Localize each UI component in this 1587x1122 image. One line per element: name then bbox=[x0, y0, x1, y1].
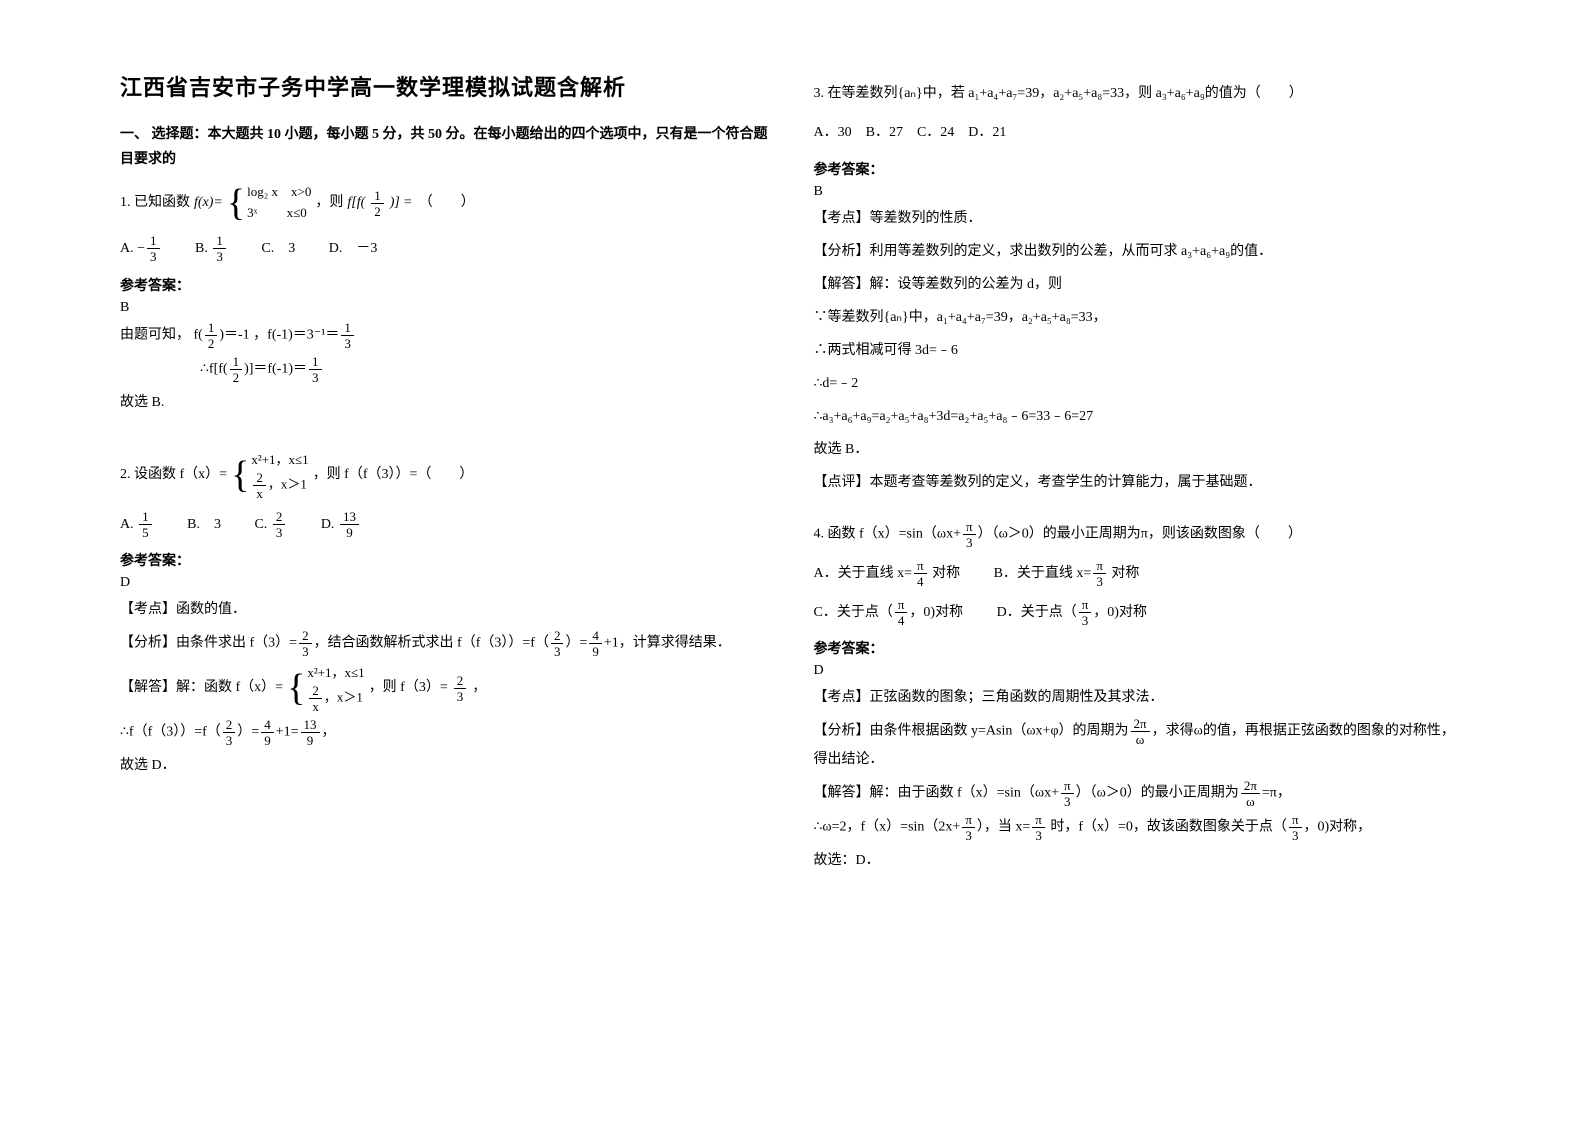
q2-options: A. 15 B. 3 C. 23 D. 139 bbox=[120, 510, 774, 541]
page-title: 江西省吉安市子务中学高一数学理模拟试题含解析 bbox=[120, 70, 774, 102]
q1-ff: f[f( bbox=[347, 189, 365, 217]
q1-answer-label: 参考答案： bbox=[120, 275, 774, 295]
q3-jieda-1: 【解答】解：设等差数列的公差为 d，则 bbox=[814, 271, 1468, 299]
q4-kaodian: 【考点】正弦函数的图象；三角函数的周期性及其求法． bbox=[814, 684, 1468, 712]
q4-options: A．关于直线 x=π4 对称 B．关于直线 x=π3 对称 C．关于点（π4，0… bbox=[814, 559, 1468, 629]
q1-expl-2: ∴f[f(12)]＝f(-1)＝13 bbox=[120, 355, 774, 384]
q3-kaodian: 【考点】等差数列的性质． bbox=[814, 205, 1468, 233]
question-4: 4. 函数 f（x）=sin（ωx+π3）（ω＞0）的最小正周期为π，则该函数图… bbox=[814, 520, 1468, 549]
q2-conclusion: 故选 D． bbox=[120, 752, 774, 780]
q3-answer: B bbox=[814, 184, 1468, 200]
q1-options: A. −13 B. 13 C. 3 D. －3 bbox=[120, 234, 774, 265]
q2-fenxi: 【分析】由条件求出 f（3）=23，结合函数解析式求出 f（f（3））=f（23… bbox=[120, 629, 774, 658]
q2-answer-label: 参考答案： bbox=[120, 550, 774, 570]
q3-jieda-5: ∴a₃+a₆+a₉=a₂+a₅+a₈+3d=a₂+a₅+a₈﹣6=33﹣6=27 bbox=[814, 403, 1468, 431]
q3-fenxi: 【分析】利用等差数列的定义，求出数列的公差，从而可求 a₃+a₆+a₉的值． bbox=[814, 238, 1468, 266]
q1-conclusion: 故选 B. bbox=[120, 389, 774, 417]
q1-answer: B bbox=[120, 300, 774, 316]
q4-jieda-1: 【解答】解：由于函数 f（x）=sin（ωx+π3）（ω＞0）的最小正周期为2π… bbox=[814, 779, 1468, 808]
q2-kaodian: 【考点】函数的值． bbox=[120, 596, 774, 624]
left-column: 江西省吉安市子务中学高一数学理模拟试题含解析 一、 选择题：本大题共 10 小题… bbox=[100, 70, 794, 1092]
section-1-header: 一、 选择题：本大题共 10 小题，每小题 5 分，共 50 分。在每小题给出的… bbox=[120, 122, 774, 172]
q4-fenxi: 【分析】由条件根据函数 y=Asin（ωx+φ）的周期为2πω，求得ω的值，再根… bbox=[814, 717, 1468, 774]
q3-jieda-4: ∴d=﹣2 bbox=[814, 370, 1468, 398]
q4-answer-label: 参考答案： bbox=[814, 638, 1468, 658]
q4-answer: D bbox=[814, 663, 1468, 679]
q2-piecewise: { x²+1，x≤1 2x，x＞1 bbox=[231, 450, 309, 500]
question-2: 2. 设函数 f（x）= { x²+1，x≤1 2x，x＞1 ，则 f（f（3）… bbox=[120, 450, 774, 500]
q1-expl-1: 由题可知， f(12)＝-1 ，f(-1)＝3⁻¹＝13 bbox=[120, 321, 774, 350]
q3-answer-label: 参考答案： bbox=[814, 159, 1468, 179]
q2-jieda-1: 【解答】解：函数 f（x）= { x²+1，x≤1 2x，x＞1 ，则 f（3）… bbox=[120, 663, 774, 713]
q1-prefix: 1. 已知函数 bbox=[120, 189, 190, 217]
q2-jieda-2: ∴f（f（3））=f（23）=49+1=139， bbox=[120, 718, 774, 747]
q1-fx: f(x)= bbox=[194, 189, 223, 217]
q3-options: A．30 B．27 C．24 D．21 bbox=[814, 118, 1468, 149]
q3-jieda-3: ∴两式相减可得 3d=﹣6 bbox=[814, 337, 1468, 365]
q4-conclusion: 故选：D． bbox=[814, 847, 1468, 875]
q4-jieda-2: ∴ω=2，f（x）=sin（2x+π3），当 x=π3 时，f（x）=0，故该函… bbox=[814, 813, 1468, 842]
q2-answer: D bbox=[120, 575, 774, 591]
q3-dianping: 【点评】本题考查等差数列的定义，考查学生的计算能力，属于基础题． bbox=[814, 469, 1468, 497]
q1-piecewise: { log₂ x x>0 3ˣ x≤0 bbox=[227, 182, 311, 224]
q3-jieda-6: 故选 B． bbox=[814, 436, 1468, 464]
question-1: 1. 已知函数 f(x)= { log₂ x x>0 3ˣ x≤0 ，则 f[f… bbox=[120, 182, 774, 224]
question-3: 3. 在等差数列{aₙ}中，若 a₁+a₄+a₇=39，a₂+a₅+a₈=33，… bbox=[814, 80, 1468, 108]
q3-jieda-2: ∵等差数列{aₙ}中，a₁+a₄+a₇=39，a₂+a₅+a₈=33， bbox=[814, 304, 1468, 332]
right-column: 3. 在等差数列{aₙ}中，若 a₁+a₄+a₇=39，a₂+a₅+a₈=33，… bbox=[794, 70, 1488, 1092]
